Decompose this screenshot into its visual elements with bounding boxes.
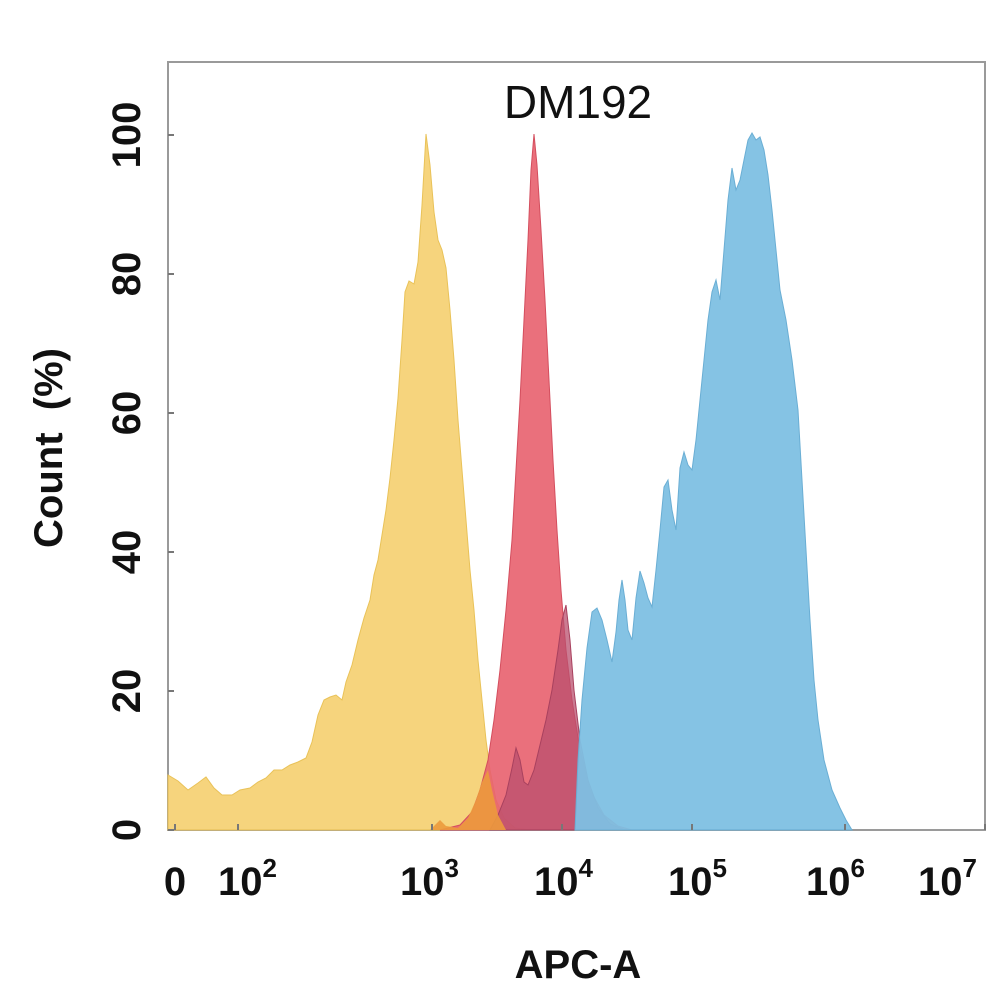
- x-tick-1e2: 102: [218, 853, 277, 904]
- chart-title: DM192: [504, 76, 652, 128]
- x-tick-1e3: 103: [400, 853, 459, 904]
- histograms: [167, 131, 853, 831]
- y-tick-20: 20: [105, 669, 149, 714]
- y-tick-labels: 0 20 40 60 80 100: [105, 102, 149, 842]
- y-tick-100: 100: [105, 102, 149, 169]
- series-blue: [574, 131, 853, 831]
- y-tick-40: 40: [105, 530, 149, 575]
- plot-area: [167, 61, 986, 831]
- y-axis-title: Count (%): [27, 348, 71, 548]
- y-tick-0: 0: [105, 819, 149, 841]
- x-tick-0: 0: [164, 860, 186, 904]
- x-tick-1e6: 106: [806, 853, 865, 904]
- y-axis: [168, 134, 174, 831]
- y-tick-60: 60: [105, 391, 149, 436]
- x-tick-1e7: 107: [918, 853, 977, 904]
- y-tick-80: 80: [105, 252, 149, 297]
- x-tick-1e4: 104: [534, 853, 594, 904]
- series-orange-overlap: [430, 770, 506, 830]
- x-axis: [174, 824, 986, 830]
- series-yellow: [167, 133, 531, 831]
- x-axis-title: APC-A: [515, 943, 642, 987]
- x-tick-labels: 0 102 103 104 105 106 107: [164, 853, 977, 904]
- x-tick-1e5: 105: [668, 853, 727, 904]
